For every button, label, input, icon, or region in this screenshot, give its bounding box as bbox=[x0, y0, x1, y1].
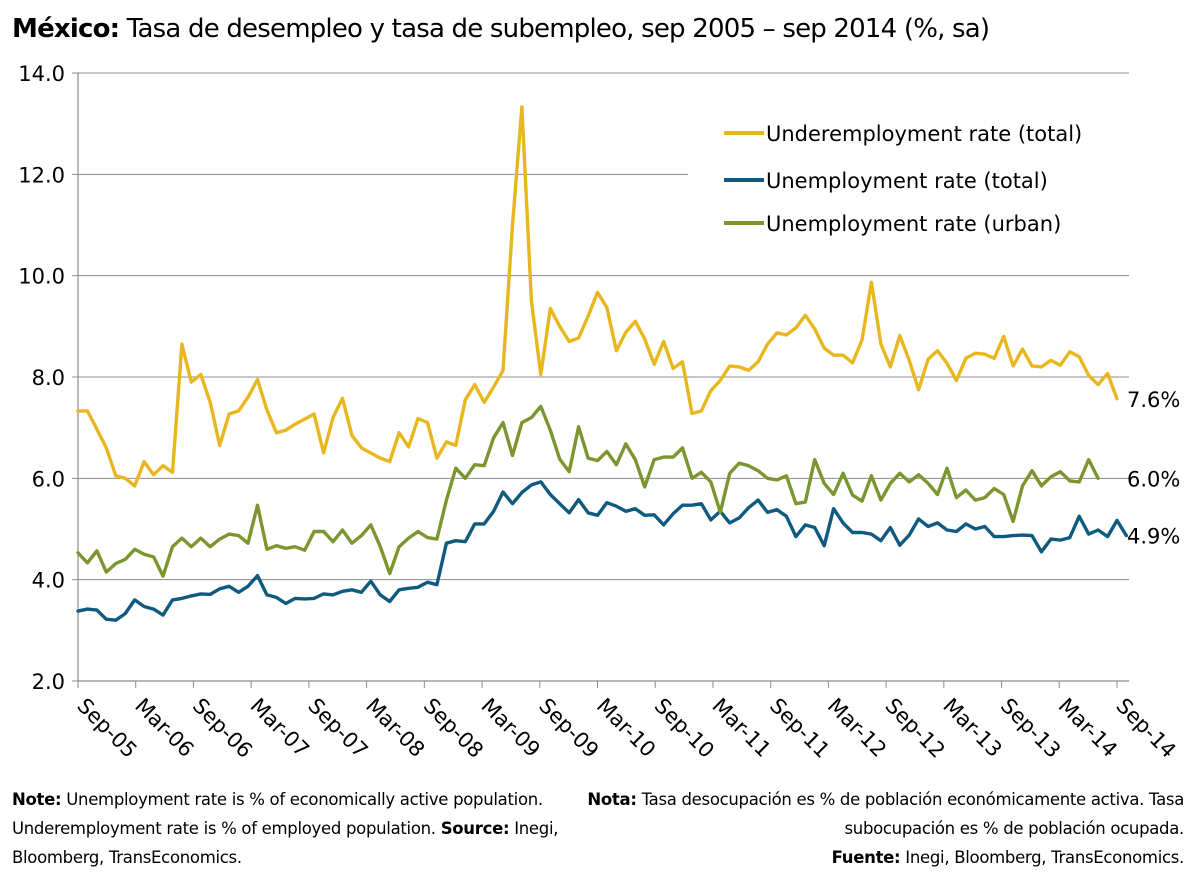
x-axis-tick-labels: Sep-05Mar-06Sep-06Mar-07Sep-07Mar-08Sep-… bbox=[72, 694, 1180, 763]
end-value-label: 7.6% bbox=[1127, 388, 1180, 412]
x-tick-label: Sep-12 bbox=[881, 694, 950, 763]
x-tick-label: Mar-09 bbox=[477, 694, 545, 762]
fuente-text: Inegi, Bloomberg, TransEconomics. bbox=[900, 848, 1184, 867]
gridlines bbox=[78, 72, 1129, 581]
nota-label: Nota: bbox=[587, 790, 637, 809]
chart-title: México: Tasa de desempleo y tasa de sube… bbox=[12, 14, 990, 44]
x-tick-label: Sep-09 bbox=[534, 694, 603, 763]
y-tick-label: 8.0 bbox=[32, 366, 65, 390]
y-tick-label: 12.0 bbox=[18, 163, 65, 187]
series-line bbox=[76, 105, 1119, 488]
series-line bbox=[76, 480, 1129, 622]
x-tick-label: Mar-06 bbox=[130, 694, 198, 762]
axes bbox=[72, 72, 1129, 688]
chart-title-rest: Tasa de desempleo y tasa de subempleo, s… bbox=[126, 14, 990, 44]
series-line bbox=[76, 404, 1100, 578]
legend-label: Underemployment rate (total) bbox=[766, 122, 1082, 146]
nota-text: Tasa desocupación es % de población econ… bbox=[636, 790, 1185, 838]
x-tick-label: Sep-06 bbox=[188, 694, 257, 763]
x-tick-label: Mar-07 bbox=[246, 694, 314, 762]
x-tick-label: Sep-14 bbox=[1111, 694, 1180, 763]
x-tick-label: Mar-08 bbox=[361, 694, 429, 762]
x-tick-label: Sep-07 bbox=[303, 694, 372, 763]
y-axis-tick-labels: 2.0 4.0 6.0 8.0 10.0 12.0 14.0 bbox=[18, 62, 65, 694]
fuente-label: Fuente: bbox=[831, 848, 901, 867]
chart-title-bold: México: bbox=[12, 14, 120, 44]
y-tick-label: 2.0 bbox=[32, 670, 65, 694]
x-tick-label: Mar-10 bbox=[592, 694, 660, 762]
note-english: Note: Unemployment rate is % of economic… bbox=[12, 785, 572, 872]
y-tick-label: 14.0 bbox=[18, 62, 65, 86]
y-tick-label: 6.0 bbox=[32, 467, 65, 491]
end-value-labels: 7.6% 4.9% 6.0% bbox=[1127, 388, 1180, 549]
legend-label: Unemployment rate (total) bbox=[766, 169, 1048, 193]
end-value-label: 4.9% bbox=[1127, 525, 1180, 549]
end-value-label: 6.0% bbox=[1127, 467, 1180, 491]
y-tick-label: 10.0 bbox=[18, 265, 65, 289]
series-lines bbox=[76, 105, 1129, 622]
legend: Underemployment rate (total) Unemployment… bbox=[724, 122, 1082, 236]
x-tick-label: Mar-13 bbox=[938, 694, 1006, 762]
x-tick-label: Sep-08 bbox=[419, 694, 488, 763]
x-tick-label: Mar-14 bbox=[1054, 694, 1122, 762]
x-tick-label: Sep-13 bbox=[996, 694, 1065, 763]
x-tick-label: Sep-05 bbox=[72, 694, 141, 763]
x-tick-label: Mar-11 bbox=[707, 694, 775, 762]
source-text: Inegi, Bloomberg, TransEconomics. bbox=[12, 819, 559, 867]
note-spanish: Nota: Tasa desocupación es % de població… bbox=[584, 785, 1184, 872]
source-label: Source: bbox=[440, 819, 510, 838]
y-tick-label: 4.0 bbox=[32, 569, 65, 593]
x-tick-label: Sep-11 bbox=[765, 694, 834, 763]
x-tick-label: Mar-12 bbox=[823, 694, 891, 762]
note-text: Unemployment rate is % of economically a… bbox=[12, 790, 543, 838]
legend-label: Unemployment rate (urban) bbox=[766, 212, 1061, 236]
x-tick-label: Sep-10 bbox=[650, 694, 719, 763]
note-label: Note: bbox=[12, 790, 62, 809]
